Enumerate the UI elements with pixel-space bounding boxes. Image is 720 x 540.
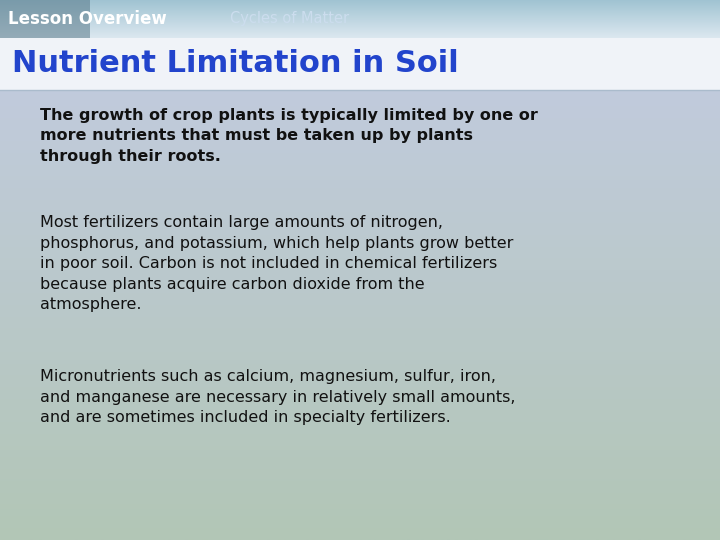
FancyBboxPatch shape: [0, 0, 90, 38]
Text: Nutrient Limitation in Soil: Nutrient Limitation in Soil: [12, 50, 459, 78]
Text: Lesson Overview: Lesson Overview: [8, 10, 167, 28]
Text: Cycles of Matter: Cycles of Matter: [230, 11, 349, 26]
Text: Most fertilizers contain large amounts of nitrogen,
phosphorus, and potassium, w: Most fertilizers contain large amounts o…: [40, 215, 513, 312]
FancyBboxPatch shape: [0, 38, 720, 90]
Text: Micronutrients such as calcium, magnesium, sulfur, iron,
and manganese are neces: Micronutrients such as calcium, magnesiu…: [40, 369, 516, 425]
Text: The growth of crop plants is typically limited by one or
more nutrients that mus: The growth of crop plants is typically l…: [40, 108, 538, 164]
